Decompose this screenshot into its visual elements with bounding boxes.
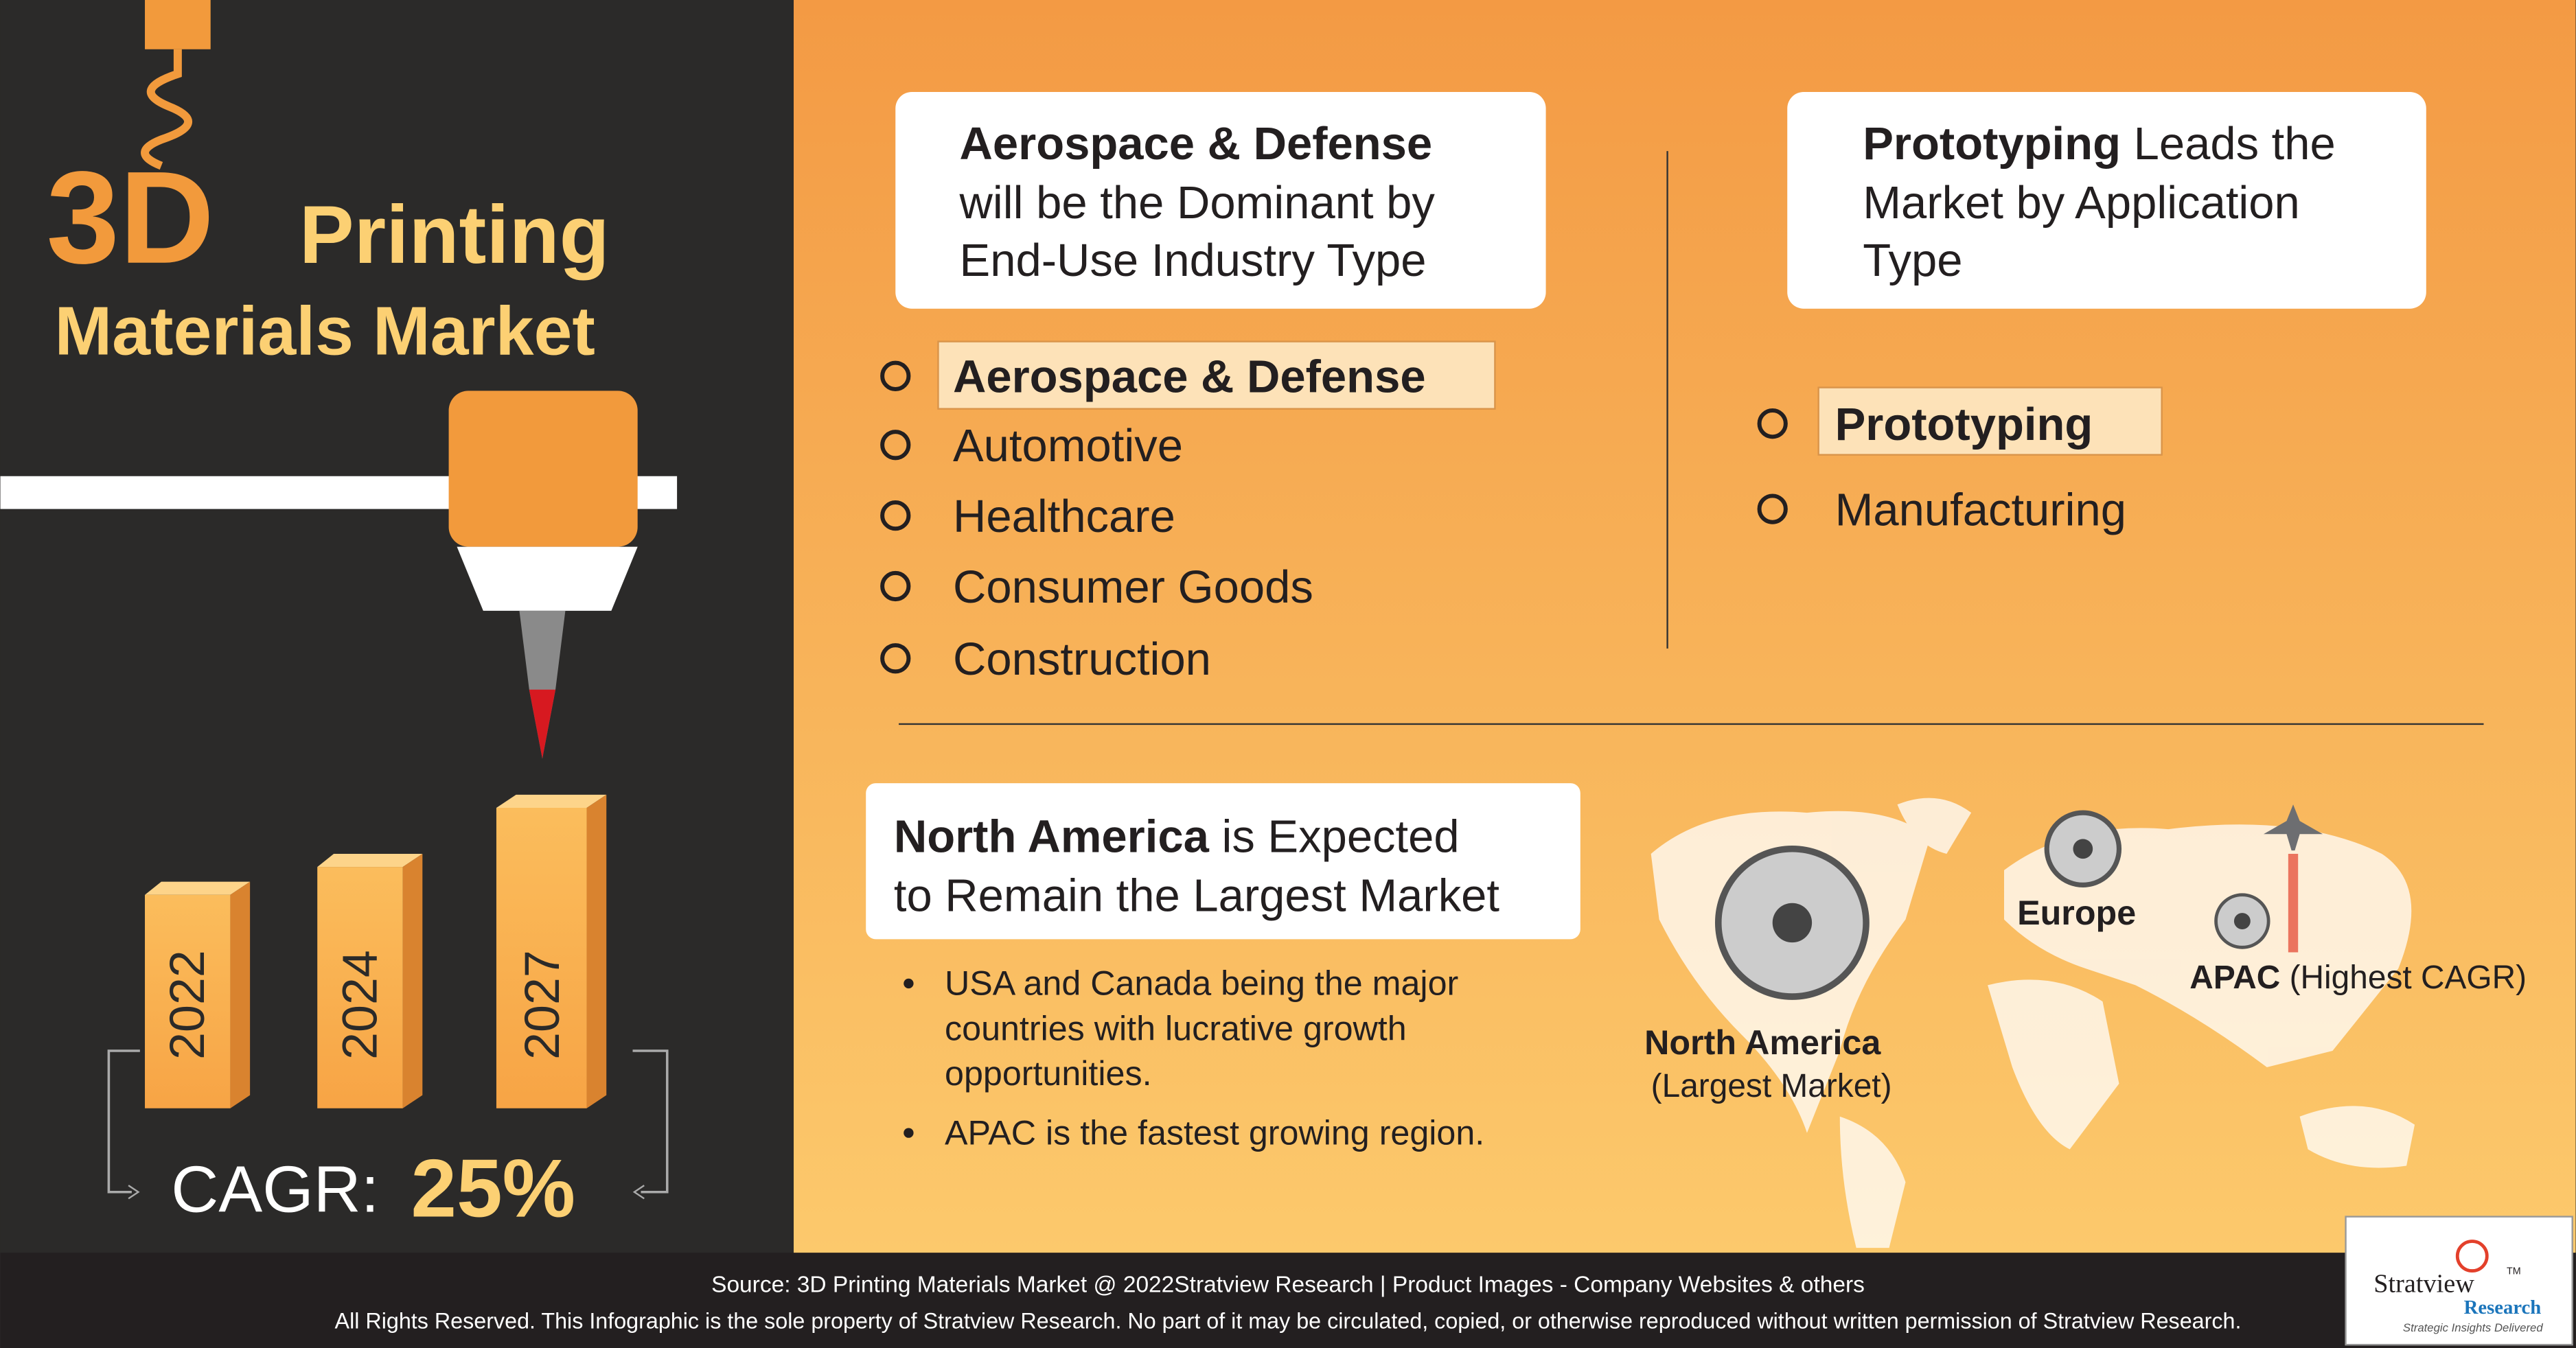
bullet-text: USA and Canada being the major [945, 964, 1458, 1003]
bullet [1757, 493, 1788, 524]
arrow-head [632, 1185, 645, 1200]
arrow-head [128, 1185, 140, 1200]
nozzle [519, 610, 566, 759]
print-head-base [457, 546, 638, 611]
turbine [2214, 893, 2270, 949]
year: 2024 [332, 950, 387, 1060]
title: Printing [299, 189, 610, 281]
cagr-value: 25% [411, 1143, 575, 1235]
turbine [1714, 845, 1870, 1000]
map-label: APAC (Highest CAGR) [2189, 960, 2527, 996]
heading-box [866, 783, 1580, 940]
heading: Type [1863, 235, 1962, 286]
bar-top [317, 853, 423, 868]
logo-box [2345, 1216, 2573, 1346]
plane-trail [2288, 853, 2299, 953]
list-item: Consumer Goods [953, 561, 1313, 613]
filament [141, 49, 192, 170]
highlight [1817, 386, 2163, 456]
nozzle-tip [529, 689, 556, 759]
bar-side [230, 881, 251, 1108]
printer-top [145, 0, 211, 49]
map-label: Europe [2017, 894, 2136, 932]
list-item: Aerospace & Defense [953, 351, 1426, 403]
bullet [1757, 408, 1788, 439]
list-item: Manufacturing [1835, 485, 2126, 536]
heading-bold: Aerospace & Defense [960, 118, 1433, 170]
heading: to Remain the Largest Market [894, 870, 1500, 922]
bar-side [586, 794, 607, 1108]
logo-sub: Research [2464, 1297, 2542, 1318]
heading-bold: North America [894, 811, 1210, 863]
title: Materials Market [54, 293, 595, 370]
bullet [880, 500, 911, 531]
end-use-list: Aerospace & Defense Automotive Healthcare C… [880, 351, 1426, 685]
bar [145, 894, 231, 1108]
map-note: (Highest CAGR) [2290, 960, 2527, 996]
bullet [880, 430, 911, 461]
bullets: USA and Canada being the major countries … [904, 964, 1484, 1152]
year-bars: 2022 2024 2027 [145, 794, 607, 1108]
logo-icon [2455, 1240, 2489, 1273]
heading-rest: is Expected [1221, 811, 1459, 863]
bullet [880, 570, 911, 602]
bar [496, 807, 587, 1108]
heading-bold: Prototyping [1863, 118, 2121, 170]
bar-side [402, 853, 423, 1108]
print-head [448, 391, 638, 547]
heading: Aerospace & Defense [960, 118, 1433, 170]
cagr-label: CAGR: [171, 1152, 379, 1226]
list-item: Healthcare [953, 491, 1175, 542]
bullet [880, 643, 911, 674]
heading: North America is Expected [894, 811, 1460, 863]
year: 2027 [515, 950, 570, 1060]
turbine [2044, 810, 2122, 887]
logo-name: Stratview [2373, 1270, 2474, 1299]
logo-tm: TM [2507, 1266, 2521, 1277]
application-list: Prototyping Manufacturing [1757, 399, 2126, 536]
heading: will be the Dominant by [959, 177, 1436, 229]
bullet [880, 360, 911, 391]
bullet-text: opportunities. [945, 1054, 1152, 1093]
heading-rest: Leads the [2134, 118, 2336, 170]
plane [2263, 804, 2323, 851]
arrow [632, 1049, 669, 1194]
heading: Market by Application [1863, 177, 2300, 229]
map-note: (Largest Market) [1651, 1068, 1892, 1104]
map-label: North America [1644, 1023, 1881, 1062]
map-label-bold: APAC [2189, 960, 2280, 996]
bullet [904, 1128, 914, 1138]
bullet [904, 978, 914, 989]
footer [0, 1253, 2576, 1348]
logo-tagline: Strategic Insights Delivered [2403, 1321, 2543, 1334]
title-big: 3D [46, 144, 214, 291]
list-item: Construction [953, 634, 1211, 685]
list-item: Prototyping [1835, 399, 2093, 450]
rights: All Rights Reserved. This Infographic is… [335, 1308, 2242, 1333]
heading: Prototyping Leads the [1863, 118, 2336, 170]
bar [317, 867, 403, 1108]
arrow [107, 1049, 140, 1194]
highlight [937, 340, 1496, 410]
bullet-text: APAC is the fastest growing region. [945, 1113, 1484, 1152]
bar-top [496, 794, 607, 808]
bullet-text: countries with lucrative growth [945, 1009, 1407, 1047]
year: 2022 [160, 950, 215, 1060]
list-item: Automotive [953, 420, 1183, 472]
source: Source: 3D Printing Materials Market @ 2… [711, 1273, 1865, 1298]
bar-top [145, 881, 251, 895]
heading-box [895, 91, 1546, 309]
heading: End-Use Industry Type [960, 235, 1427, 286]
heading-box [1787, 91, 2426, 309]
